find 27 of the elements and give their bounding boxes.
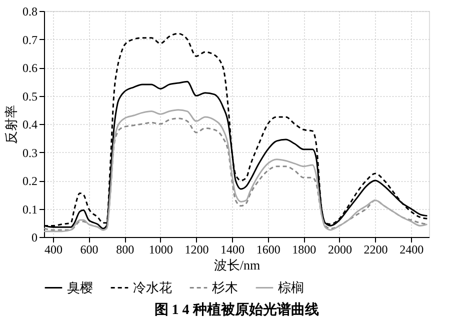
x-tick-label: 400 — [44, 242, 62, 256]
x-tick-label: 2200 — [364, 242, 388, 256]
x-tick-label: 1000 — [148, 242, 173, 256]
x-tick-label: 800 — [116, 242, 134, 256]
x-tick-label: 2400 — [400, 242, 424, 256]
x-tick-label: 2000 — [328, 242, 352, 256]
y-tick-label: 0.6 — [22, 61, 38, 75]
legend-label: 棕榈 — [278, 280, 304, 295]
y-tick-label: 0 — [32, 230, 38, 244]
y-tick-label: 0.7 — [22, 32, 38, 47]
y-tick-label: 0.3 — [22, 146, 38, 160]
caption: 图 1 4 种植被原始光谱曲线 — [154, 301, 319, 318]
legend-label: 冷水花 — [133, 280, 172, 295]
legend-label: 臭樱 — [67, 280, 93, 295]
y-tick-label: 0.8 — [22, 4, 38, 18]
x-axis-title: 波长/nm — [214, 258, 260, 272]
x-tick-label: 1400 — [220, 242, 245, 256]
y-tick-label: 0.1 — [22, 202, 38, 216]
x-tick-label: 1600 — [256, 242, 280, 256]
x-tick-label: 1200 — [184, 242, 209, 256]
y-tick-label: 0.2 — [22, 174, 38, 188]
x-tick-label: 600 — [80, 242, 98, 256]
y-tick-label: 0.5 — [22, 89, 38, 104]
y-tick-label: 0.4 — [22, 118, 38, 132]
legend-label: 杉木 — [211, 280, 238, 295]
x-tick-label: 1800 — [292, 242, 316, 256]
y-axis-title: 反射率 — [4, 105, 18, 144]
